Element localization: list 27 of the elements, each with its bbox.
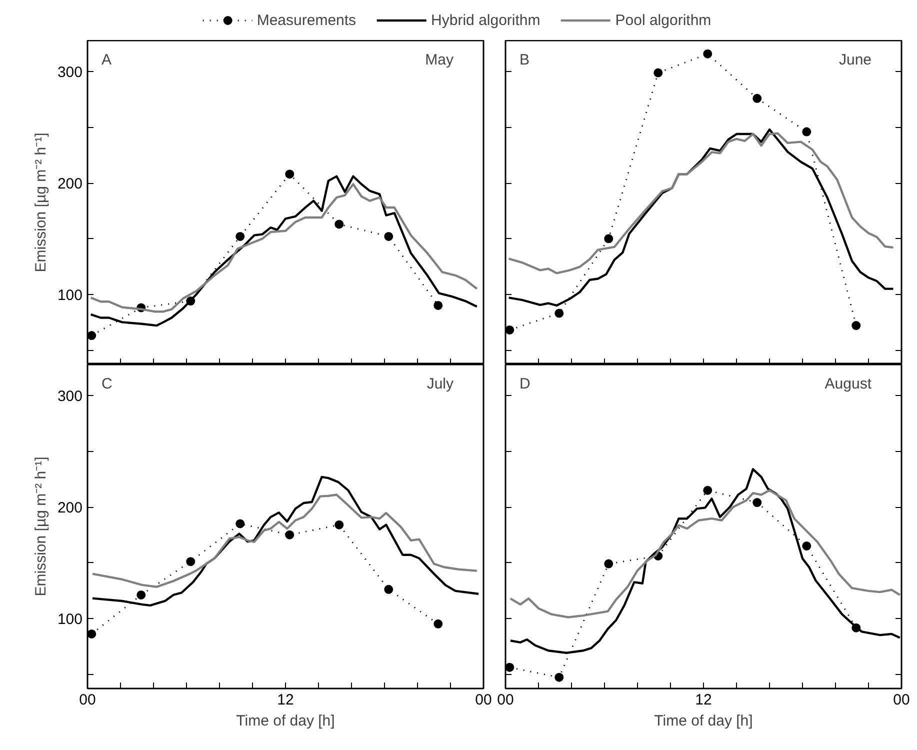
x-axis-title: Time of day [h] xyxy=(236,712,335,730)
annotation: May xyxy=(425,52,454,68)
x-tick-label: 00 xyxy=(893,692,910,708)
annotation: June xyxy=(838,52,872,68)
x-tick-label: 00 xyxy=(497,692,514,708)
x-tick-label: 12 xyxy=(277,692,294,708)
annotation: B xyxy=(520,52,530,68)
y-tick-label: 100 xyxy=(57,610,83,628)
legend-label: Pool algorithm xyxy=(615,12,712,28)
annotation: A xyxy=(102,52,112,68)
y-axis-title: Emission [µg m⁻² h⁻¹] xyxy=(32,132,50,272)
x-tick-label: 00 xyxy=(475,692,492,708)
annotation: August xyxy=(824,376,872,392)
y-tick-label: 200 xyxy=(57,176,83,193)
annotation: C xyxy=(102,376,112,392)
x-axis-title: Time of day [h] xyxy=(654,712,753,730)
y-tick-label: 300 xyxy=(57,64,83,82)
y-tick-label: 100 xyxy=(57,286,83,304)
y-tick-label: 300 xyxy=(57,388,83,406)
annotation: July xyxy=(426,376,454,392)
legend-label: Hybrid algorithm xyxy=(431,12,540,28)
legend-label: Measurements xyxy=(256,12,356,28)
y-axis-title: Emission [µg m⁻² h⁻¹] xyxy=(32,456,50,596)
x-tick-label: 12 xyxy=(695,692,712,708)
annotation: D xyxy=(520,376,530,392)
x-tick-label: 00 xyxy=(79,692,96,708)
y-tick-label: 200 xyxy=(57,500,83,517)
